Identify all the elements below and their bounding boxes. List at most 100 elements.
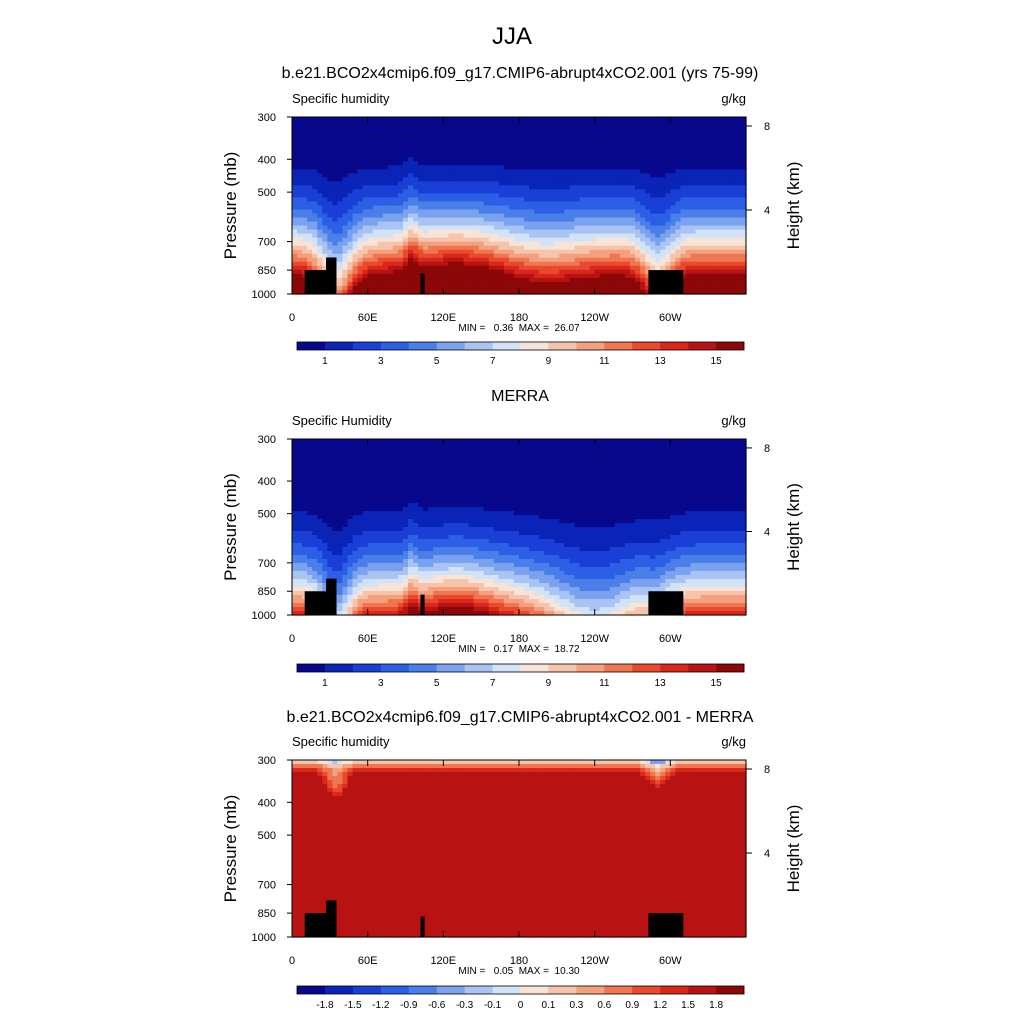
heatmap-cell (498, 439, 505, 444)
heatmap-cell (695, 273, 702, 279)
heatmap-cell (513, 165, 520, 170)
heatmap-cell (594, 145, 601, 150)
heatmap-cell (549, 257, 555, 263)
heatmap-cell (720, 471, 727, 476)
heatmap-cell (367, 281, 374, 287)
heatmap-cell (428, 245, 434, 251)
heatmap-cell (392, 273, 399, 279)
heatmap-cell (624, 189, 631, 195)
heatmap-cell (579, 129, 586, 134)
heatmap-cell (544, 225, 550, 231)
heatmap-cell (493, 185, 500, 191)
heatmap-cell (418, 245, 424, 251)
heatmap-cell (725, 141, 732, 146)
heatmap-cell (624, 165, 631, 170)
heatmap-cell (599, 217, 606, 223)
heatmap-cell (725, 125, 732, 130)
heatmap-cell (670, 249, 676, 255)
heatmap-cell (357, 189, 364, 195)
heatmap-cell (448, 447, 455, 452)
heatmap-cell (297, 157, 303, 162)
heatmap-cell (534, 125, 540, 130)
heatmap-cell (498, 185, 505, 191)
heatmap-cell (599, 277, 606, 283)
heatmap-cell (735, 173, 742, 178)
heatmap-cell (524, 253, 530, 259)
heatmap-cell (665, 181, 671, 186)
heatmap-cell (665, 149, 671, 154)
heatmap-cell (478, 479, 485, 484)
heatmap-cell (362, 217, 369, 223)
heatmap-cell (493, 475, 500, 480)
heatmap-cell (715, 467, 722, 472)
heatmap-cell (292, 161, 298, 166)
heatmap-cell (534, 141, 540, 146)
heatmap-cell (317, 137, 323, 142)
heatmap-cell (534, 121, 540, 126)
heatmap-cell (453, 137, 460, 142)
heatmap-cell (675, 249, 682, 255)
heatmap-cell (463, 197, 470, 203)
heatmap-cell (392, 233, 399, 239)
heatmap-cell (423, 193, 429, 199)
heatmap-cell (367, 201, 374, 207)
heatmap-cell (534, 249, 540, 255)
heatmap-cell (352, 447, 359, 452)
heatmap-cell (418, 189, 424, 195)
heatmap-cell (327, 137, 333, 142)
heatmap-cell (695, 205, 702, 211)
heatmap-cell (640, 213, 646, 219)
heatmap-cell (665, 257, 671, 263)
heatmap-cell (453, 233, 460, 239)
heatmap-cell (660, 145, 666, 150)
heatmap-cell (433, 173, 439, 178)
heatmap-cell (307, 479, 313, 484)
y-tick-label: 500 (258, 187, 276, 199)
heatmap-cell (730, 213, 737, 219)
heatmap-cell (508, 229, 515, 235)
heatmap-cell (695, 121, 702, 126)
heatmap-cell (559, 479, 565, 484)
heatmap-cell (448, 443, 455, 448)
heatmap-cell (312, 137, 318, 142)
heatmap-cell (725, 471, 732, 476)
heatmap-cell (599, 145, 606, 150)
colorbar-swatch (688, 342, 717, 350)
heatmap-cell (448, 141, 455, 146)
heatmap-cell (448, 249, 455, 255)
heatmap-cell (488, 125, 495, 130)
heatmap-cell (322, 213, 328, 219)
heatmap-cell (332, 475, 338, 480)
heatmap-cell (599, 189, 606, 195)
heatmap-cell (579, 213, 586, 219)
heatmap-cell (685, 241, 692, 247)
heatmap-cell (574, 269, 581, 275)
heatmap-cell (297, 451, 303, 456)
heatmap-cell (508, 177, 515, 182)
heatmap-cell (599, 289, 606, 295)
heatmap-cell (635, 145, 641, 150)
heatmap-cell (387, 221, 394, 227)
heatmap-cell (362, 161, 369, 166)
heatmap-cell (655, 153, 661, 158)
heatmap-cell (297, 161, 303, 166)
heatmap-cell (448, 169, 455, 174)
heatmap-cell (377, 451, 384, 456)
heatmap-cell (720, 149, 727, 154)
heatmap-cell (640, 281, 646, 287)
heatmap-cell (594, 221, 601, 227)
heatmap-cell (357, 273, 364, 279)
heatmap-cell (554, 245, 560, 251)
heatmap-cell (614, 129, 621, 134)
heatmap-cell (524, 249, 530, 255)
heatmap-cell (498, 209, 505, 215)
heatmap-cell (367, 459, 374, 464)
heatmap-cell (725, 165, 732, 170)
heatmap-cell (640, 153, 646, 158)
heatmap-cell (624, 455, 631, 460)
heatmap-cell (312, 141, 318, 146)
heatmap-cell (483, 205, 490, 211)
heatmap-cell (337, 137, 344, 142)
heatmap-cell (418, 209, 424, 215)
heatmap-cell (725, 455, 732, 460)
